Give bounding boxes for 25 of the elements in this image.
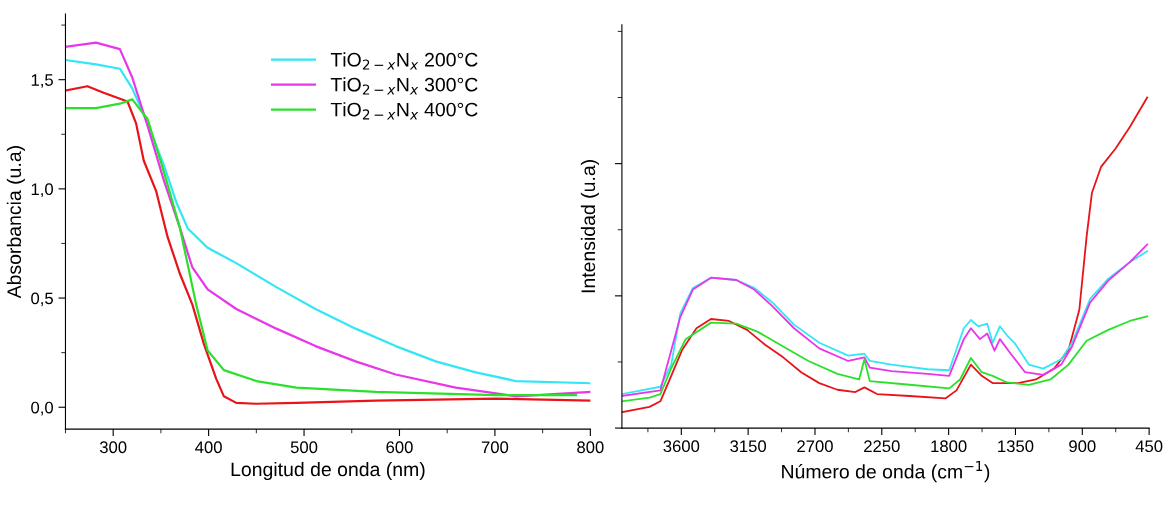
x-tick-label: 2250 — [864, 440, 900, 453]
legend-label: TiO$_{2−x}$N$_{x}$ 300°C — [330, 77, 478, 95]
y-axis-title: Intensidad (u.a) — [580, 160, 599, 293]
y-axis-title: Absorbancia (u.a) — [6, 146, 25, 299]
x-tick-label: 2700 — [797, 440, 833, 453]
x-tick-label: 800 — [577, 441, 604, 454]
x-tick-label: 300 — [99, 441, 127, 454]
y-tick-label: 0,0 — [31, 401, 54, 416]
x-tick-label: 400 — [195, 441, 222, 454]
legend-label: TiO$_{2−x}$N$_{x}$ 200°C — [330, 52, 478, 70]
x-tick-label: 3600 — [663, 440, 700, 453]
x-axis-title: Número de onda (cm$^{−1}$) — [782, 460, 990, 483]
x-tick-label: 450 — [1135, 440, 1163, 453]
x-tick-label: 500 — [290, 441, 318, 454]
y-tick-label: 0,5 — [31, 292, 53, 307]
x-tick-label: 1800 — [931, 440, 967, 453]
x-tick-label: 600 — [386, 441, 413, 454]
x-tick-label: 3150 — [730, 440, 767, 453]
y-tick-label: 1,0 — [31, 183, 54, 198]
y-tick-label: 1,5 — [31, 74, 53, 88]
legend-label: TiO$_{2−x}$N$_{x}$ 400°C — [330, 102, 478, 120]
x-tick-label: 1350 — [998, 440, 1034, 453]
x-axis-title: Longitud de onda (nm) — [231, 461, 425, 481]
x-tick-label: 700 — [481, 441, 509, 454]
x-tick-label: 900 — [1069, 440, 1096, 453]
